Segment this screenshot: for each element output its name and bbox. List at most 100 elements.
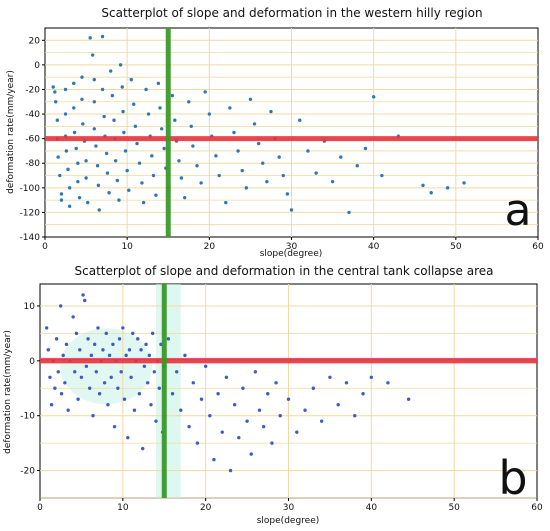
data-point [347,210,351,215]
data-point [195,441,200,445]
x-tick-labels-b: 0 10 20 30 40 50 60 [37,498,543,513]
data-point [63,87,68,92]
data-point [122,397,127,401]
data-point [295,430,299,434]
x-tick-label: 30 [286,242,298,252]
data-point [156,81,161,86]
data-point [336,403,340,407]
data-point [298,118,302,122]
data-point [109,375,113,379]
data-point [274,381,278,385]
x-tick-label: 50 [448,503,460,513]
x-tick-label: 30 [283,503,295,513]
data-point [139,348,143,352]
data-point [173,118,177,122]
y-tick-label: 0 [29,357,35,367]
x-tick-labels-a: 0 10 20 30 40 50 60 [42,237,544,252]
data-point [146,112,151,116]
data-point [142,364,147,369]
data-point [224,200,228,205]
y-tick-label: 0 [34,61,40,71]
data-point [92,342,97,347]
panel-label-b: b [498,451,527,505]
data-point [232,403,237,407]
data-point [106,403,110,407]
data-point [124,353,128,358]
data-point [241,386,245,390]
data-point [328,375,332,379]
ref-lines-b [40,284,537,498]
data-point [249,452,253,456]
ref-lines-a [45,28,538,237]
data-point [92,77,97,82]
data-point [228,468,233,473]
data-point [53,90,57,94]
x-axis-label-b: slope(degree) [257,516,320,526]
data-point [270,441,274,445]
data-point [102,114,106,119]
points-a [51,34,466,215]
y-tick-label: 10 [24,302,36,312]
data-point [94,370,99,374]
data-point [203,90,207,94]
data-point [261,424,266,429]
data-point [129,375,133,379]
data-point [104,331,108,336]
data-point [158,106,162,110]
data-point [137,392,142,396]
data-point [191,144,195,148]
data-point [76,397,80,401]
data-point [137,161,142,165]
data-point [154,419,158,423]
data-point [86,200,90,205]
data-point [135,141,139,146]
data-point [102,381,107,385]
data-point [257,408,262,412]
data-point [245,419,249,423]
data-point [53,100,58,104]
chart-title-a: Scatterplot of slope and deformation in … [101,6,482,20]
data-point [363,146,368,151]
x-axis-label-a: slope(degree) [260,249,323,259]
data-point [117,198,121,202]
data-point [131,331,135,336]
data-point [429,191,433,195]
data-point [133,124,138,129]
data-point [289,208,294,212]
data-point [95,163,100,168]
data-point [244,186,249,190]
data-point [199,181,203,185]
data-point [157,386,161,390]
y-tick-labels-a: -140 -120 -100 -80 -60 -40 -20 0 20 [20,36,45,243]
data-point [182,195,187,200]
data-point [121,109,125,114]
data-point [151,173,156,178]
panel-label-a: a [505,185,532,236]
data-point [162,146,166,151]
x-tick-label: 60 [532,242,544,252]
data-point [58,173,62,178]
data-point [445,186,450,190]
y-tick-label: -60 [25,135,40,145]
data-point [386,381,390,385]
halo-band [155,284,181,498]
data-point [285,192,290,196]
data-point [170,93,175,98]
data-point [59,198,64,202]
data-point [112,118,116,122]
data-point [109,69,113,73]
data-point [141,446,145,451]
data-point [63,112,68,116]
data-point [149,403,153,407]
data-point [191,381,195,385]
x-tick-label: 40 [366,503,378,513]
data-point [199,397,204,401]
data-point [92,127,97,131]
y-axis-label-b: deformation rate(mm/year) [3,330,13,454]
x-tick-label: 50 [450,242,462,252]
data-point [84,176,88,180]
data-point [237,435,241,440]
data-point [107,191,111,195]
data-point [248,97,253,102]
data-point [76,179,80,184]
